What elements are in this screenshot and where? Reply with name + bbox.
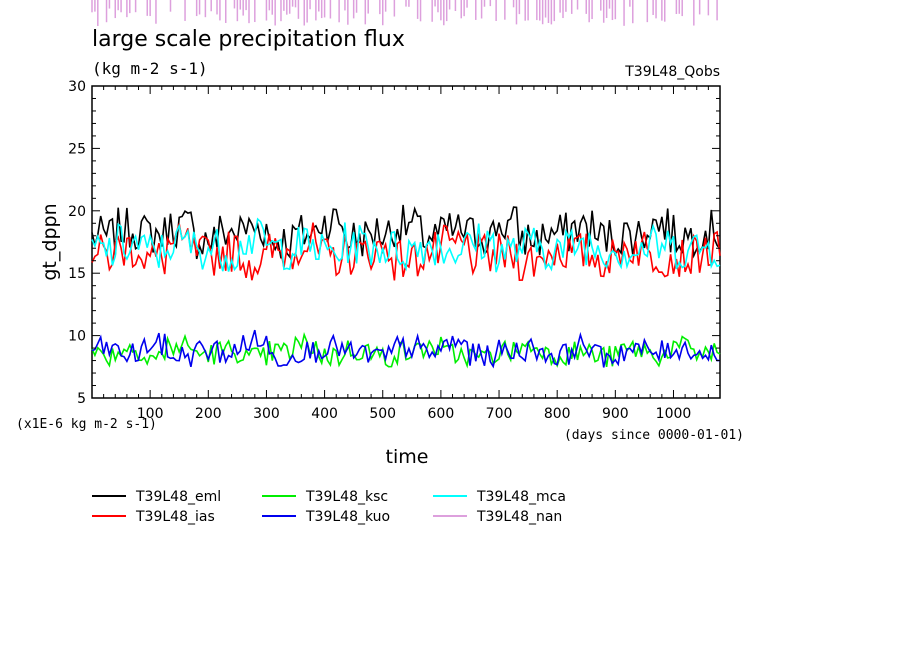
y-scale-note: (x1E-6 kg m-2 s-1) [16,417,157,432]
x-tick-label-300: 300 [253,406,280,422]
x-tick-label-200: 200 [195,406,222,422]
legend-label-T39L48_nan: T39L48_nan [476,509,562,525]
series-line-T39L48_mca [91,217,721,273]
x-tick-label-800: 800 [544,406,571,422]
y-tick-label-10: 10 [68,329,86,345]
y-tick-label-15: 15 [68,266,86,282]
x-tick-label-100: 100 [137,406,164,422]
y-tick-label-20: 20 [68,204,86,220]
series-layer [91,204,721,369]
x-unit-note: (days since 0000-01-01) [564,428,744,443]
x-tick-label-600: 600 [428,406,455,422]
tick-layer: 100 200 300 400 500 600 700 800 900 1000 5 10 15 20 25… [68,79,721,422]
x-axis-label: time [386,446,429,468]
x-tick-label-900: 900 [602,406,629,422]
legend-label-T39L48_mca: T39L48_mca [476,489,566,505]
chart-units: (kg m-2 s-1) [92,59,208,78]
x-tick-label-1000: 1000 [656,406,692,422]
legend-label-T39L48_kuo: T39L48_kuo [305,509,390,525]
x-tick-label-500: 500 [369,406,396,422]
y-axis-label: gt_dppn [39,203,61,280]
legend-label-T39L48_ksc: T39L48_ksc [305,489,388,505]
run-label: T39L48_Qobs [624,64,720,80]
chart-title: large scale precipitation flux [92,27,405,52]
x-tick-label-700: 700 [486,406,513,422]
x-tick-label-400: 400 [311,406,338,422]
legend-label-T39L48_ias: T39L48_ias [135,509,215,525]
series-line-T39L48_ksc [91,331,721,369]
y-tick-label-30: 30 [68,79,86,95]
y-tick-label-5: 5 [77,391,86,407]
y-tick-label-25: 25 [68,141,86,157]
legend-label-T39L48_eml: T39L48_eml [135,489,221,505]
series-line-T39L48_kuo [91,329,721,369]
legend: T39L48_eml T39L48_ias T39L48_ksc T39L48_kuo… [92,489,566,525]
series-nan-spikes [91,0,718,26]
